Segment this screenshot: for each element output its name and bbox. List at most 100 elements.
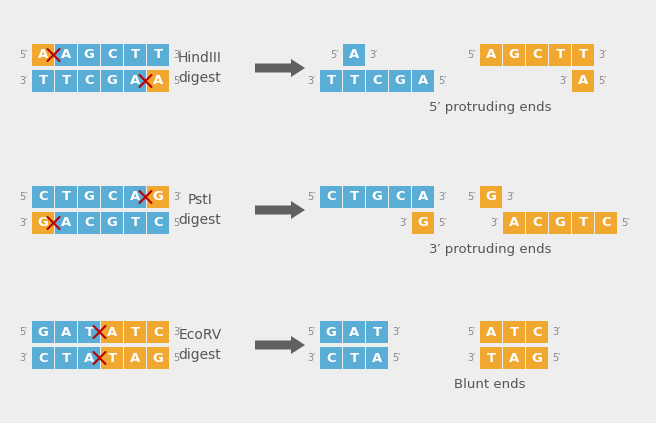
Text: T: T (108, 352, 117, 365)
Text: G: G (106, 74, 117, 88)
Text: T: T (62, 190, 71, 203)
Text: 5′: 5′ (468, 327, 476, 337)
Bar (101, 212, 123, 234)
Text: 5′: 5′ (20, 192, 28, 202)
Text: C: C (326, 190, 336, 203)
Bar (503, 347, 525, 369)
Bar (147, 186, 169, 208)
Bar (343, 44, 365, 66)
Bar (595, 212, 617, 234)
Text: A: A (372, 352, 382, 365)
Text: 5′: 5′ (20, 50, 28, 60)
Text: T: T (154, 49, 163, 61)
Text: 3′: 3′ (173, 327, 181, 337)
Polygon shape (255, 59, 305, 77)
Text: G: G (508, 49, 520, 61)
Text: 3′: 3′ (392, 327, 400, 337)
Text: G: G (418, 217, 428, 230)
Text: C: C (532, 326, 542, 338)
Text: 5′ protruding ends: 5′ protruding ends (429, 101, 551, 114)
Bar (526, 44, 548, 66)
Text: T: T (85, 326, 94, 338)
Bar (343, 347, 365, 369)
Text: 3′: 3′ (468, 353, 476, 363)
Text: HindIII
digest: HindIII digest (178, 51, 222, 85)
Bar (480, 186, 502, 208)
Text: G: G (485, 190, 497, 203)
Text: C: C (372, 74, 382, 88)
Text: 3′: 3′ (506, 192, 514, 202)
Bar (78, 70, 100, 92)
Bar (55, 70, 77, 92)
Bar (503, 212, 525, 234)
Text: 5′: 5′ (331, 50, 339, 60)
Text: C: C (154, 326, 163, 338)
Text: T: T (131, 326, 140, 338)
Bar (320, 347, 342, 369)
Text: C: C (532, 49, 542, 61)
Bar (32, 44, 54, 66)
Bar (147, 212, 169, 234)
Bar (32, 70, 54, 92)
Text: T: T (350, 352, 359, 365)
Bar (78, 321, 100, 343)
Bar (101, 70, 123, 92)
Bar (480, 321, 502, 343)
Text: C: C (326, 352, 336, 365)
Text: 5′: 5′ (621, 218, 630, 228)
Bar (549, 44, 571, 66)
Text: 3′: 3′ (173, 192, 181, 202)
Bar (147, 44, 169, 66)
Bar (366, 321, 388, 343)
Text: C: C (601, 217, 611, 230)
Bar (55, 44, 77, 66)
Text: A: A (418, 190, 428, 203)
Text: 5′: 5′ (173, 353, 182, 363)
Bar (78, 212, 100, 234)
Text: Blunt ends: Blunt ends (454, 378, 525, 391)
Text: 5′: 5′ (468, 192, 476, 202)
Bar (389, 70, 411, 92)
Text: 5′: 5′ (173, 218, 182, 228)
Bar (124, 186, 146, 208)
Bar (147, 70, 169, 92)
Text: T: T (39, 74, 48, 88)
Text: G: G (106, 217, 117, 230)
Text: A: A (38, 49, 48, 61)
Bar (343, 70, 365, 92)
Text: T: T (350, 74, 359, 88)
Text: G: G (531, 352, 543, 365)
Bar (78, 44, 100, 66)
Text: G: G (153, 352, 163, 365)
Bar (320, 321, 342, 343)
Bar (389, 186, 411, 208)
Text: T: T (131, 49, 140, 61)
Bar (366, 347, 388, 369)
Text: G: G (153, 190, 163, 203)
Bar (32, 347, 54, 369)
Bar (320, 186, 342, 208)
Bar (147, 321, 169, 343)
Bar (124, 44, 146, 66)
Text: C: C (107, 49, 117, 61)
Text: C: C (154, 217, 163, 230)
Text: A: A (486, 49, 496, 61)
Text: A: A (61, 49, 71, 61)
Text: 5′: 5′ (20, 327, 28, 337)
Text: C: C (84, 217, 94, 230)
Bar (32, 321, 54, 343)
Bar (526, 212, 548, 234)
Text: G: G (394, 74, 405, 88)
Text: G: G (83, 190, 94, 203)
Bar (55, 186, 77, 208)
Text: A: A (349, 326, 359, 338)
Text: 3′: 3′ (20, 218, 28, 228)
Text: T: T (350, 190, 359, 203)
Polygon shape (255, 336, 305, 354)
Text: A: A (130, 74, 140, 88)
Text: 3′: 3′ (552, 327, 560, 337)
Bar (412, 212, 434, 234)
Text: T: T (62, 74, 71, 88)
Text: C: C (38, 352, 48, 365)
Text: G: G (325, 326, 337, 338)
